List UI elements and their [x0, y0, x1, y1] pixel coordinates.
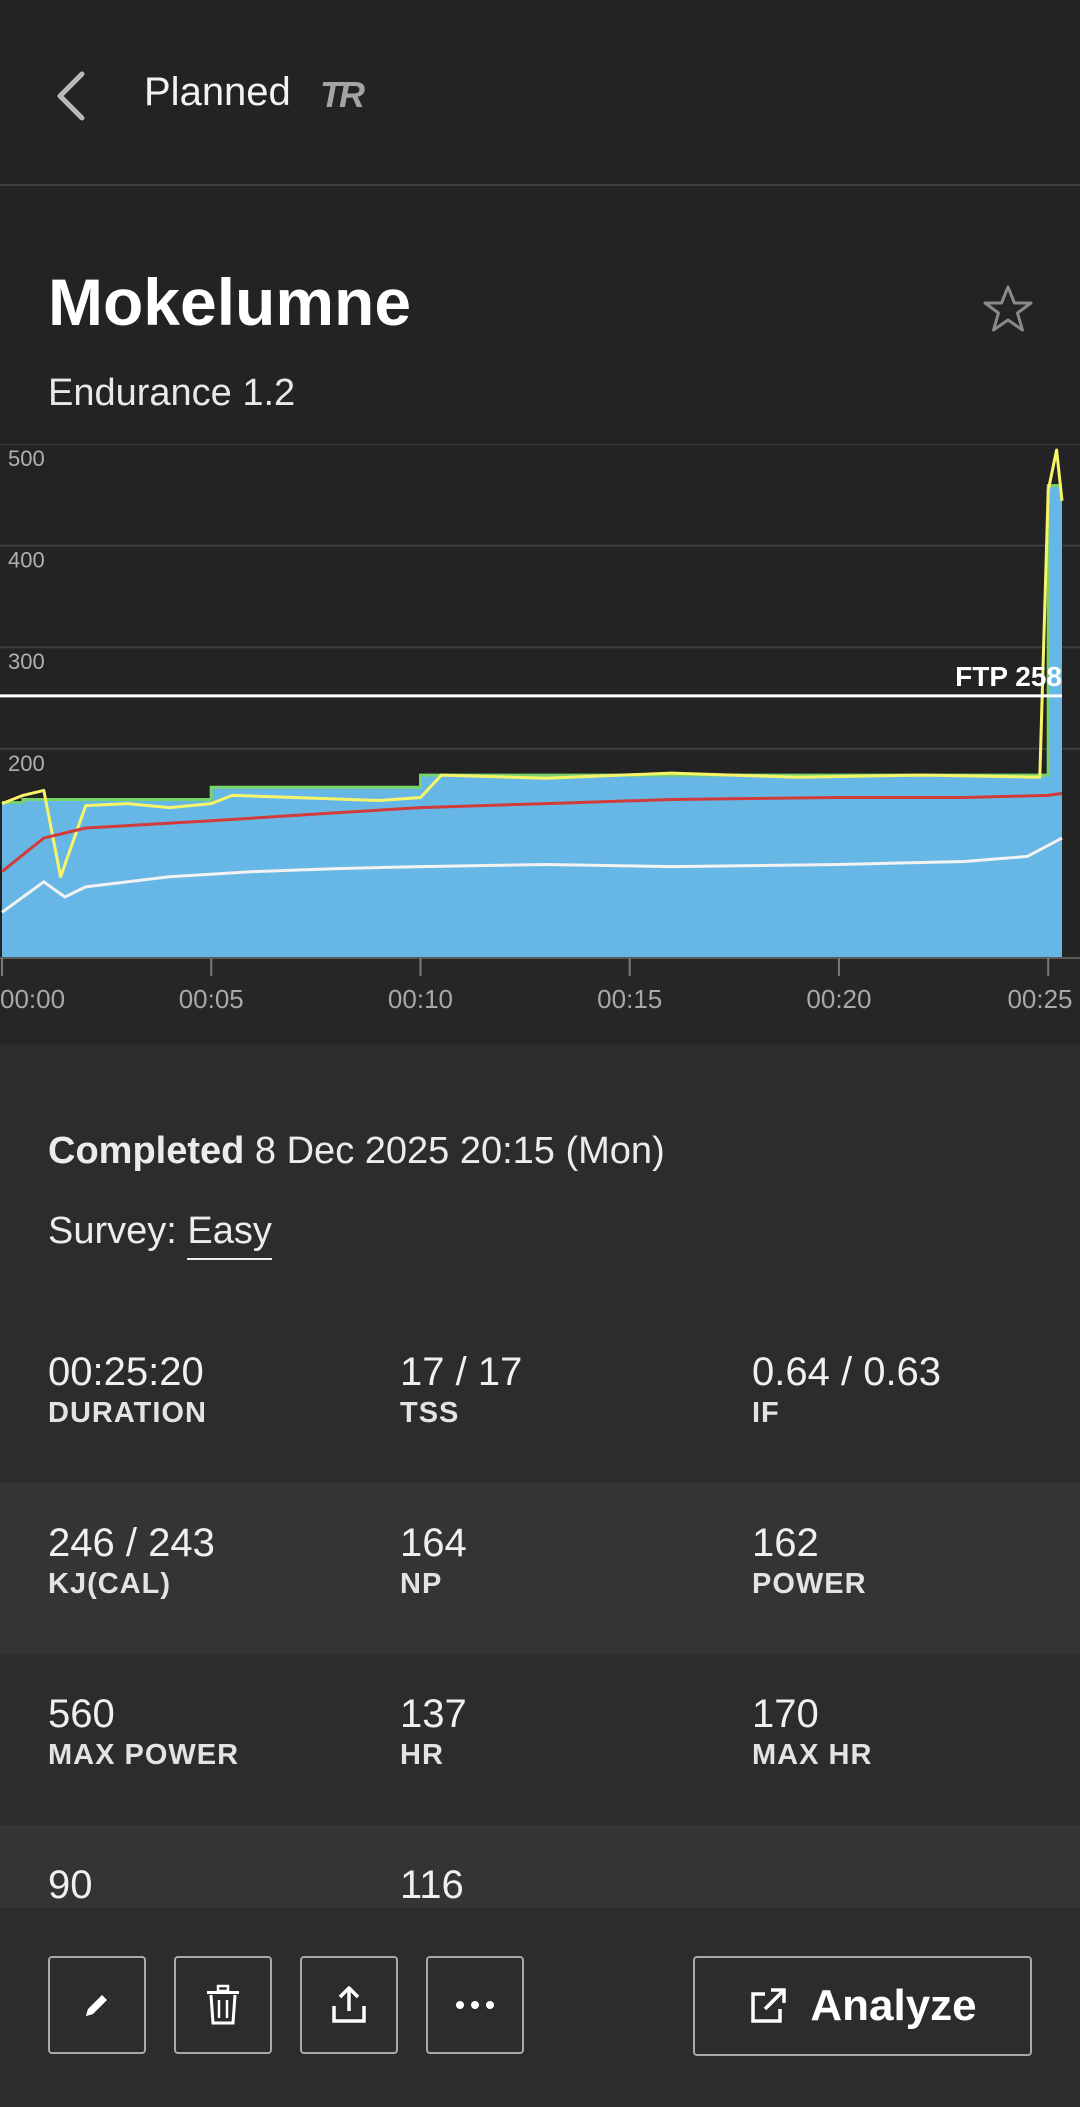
stat-tss: 17 / 17 TSS	[400, 1348, 522, 1430]
stat-label: POWER	[752, 1568, 867, 1600]
power-area	[2, 485, 1062, 958]
trash-icon	[207, 1984, 239, 2025]
stat-value: 162	[752, 1521, 819, 1565]
x-tick-label: 00:15	[597, 984, 662, 1014]
stat-value: 116	[400, 1863, 464, 1907]
stat-label: HR	[400, 1739, 444, 1771]
stat-value: 90	[48, 1863, 93, 1907]
stat-max-hr: 170 MAX HR	[752, 1690, 872, 1772]
completed-datetime: 8 Dec 2025 20:15 (Mon)	[254, 1130, 665, 1172]
external-link-icon	[751, 1988, 787, 2023]
workout-chart: 200 300 400 500 FTP 258 00:00 00:05 00:10 00:15 0…	[0, 444, 1080, 1044]
delete-button[interactable]	[174, 1956, 272, 2054]
x-tick-label: 00:00	[0, 984, 65, 1014]
stat-max-power: 560 MAX POWER	[48, 1690, 239, 1772]
app-header: Planned TR	[0, 0, 1080, 186]
x-tick-label: 00:20	[806, 984, 871, 1014]
action-toolbar: Analyze	[0, 1908, 1080, 2107]
workout-subtitle: Endurance 1.2	[48, 372, 296, 414]
stat-value: 170	[752, 1692, 819, 1736]
analyze-button[interactable]: Analyze	[693, 1956, 1032, 2056]
stat-label: NP	[400, 1568, 443, 1600]
stat-label: KJ(CAL)	[48, 1568, 171, 1600]
target-power-line	[2, 484, 1062, 805]
stat-value: 137	[400, 1692, 467, 1736]
stat-value: 560	[48, 1692, 115, 1736]
survey-label: Survey:	[48, 1210, 177, 1252]
stat-power: 162 POWER	[752, 1519, 867, 1601]
completed-label: Completed	[48, 1130, 245, 1172]
more-button[interactable]	[426, 1956, 524, 2054]
ftp-label: FTP 258	[955, 661, 1062, 692]
header-title: Planned	[144, 70, 291, 114]
y-tick-label: 300	[8, 649, 45, 674]
stat-np: 164 NP	[400, 1519, 467, 1601]
workout-hero: Mokelumne Endurance 1.2 200 300 400 500 FTP …	[0, 186, 1080, 1044]
stat-label: MAX POWER	[48, 1739, 240, 1771]
stat-label: TSS	[400, 1397, 460, 1429]
stats-row: 246 / 243 KJ(CAL) 164 NP 162 POWER	[0, 1483, 1080, 1654]
stat-kj: 246 / 243 KJ(CAL)	[48, 1519, 215, 1601]
workout-info: Completed 8 Dec 2025 20:15 (Mon) Survey:…	[0, 1044, 1080, 1996]
series-line	[1, 448, 1064, 879]
favorite-button[interactable]	[980, 282, 1036, 338]
pencil-icon	[86, 1995, 107, 2016]
analyze-label: Analyze	[810, 1981, 977, 2030]
completed-line: Completed 8 Dec 2025 20:15 (Mon)	[48, 1130, 665, 1173]
stats-row: 560 MAX POWER 137 HR 170 MAX HR	[0, 1654, 1080, 1825]
stat-item: 116	[400, 1861, 464, 1909]
more-horizontal-icon	[456, 2001, 494, 2009]
x-tick-label: 00:25	[1007, 984, 1072, 1014]
series-line	[1, 836, 1063, 914]
share-button[interactable]	[300, 1956, 398, 2054]
y-tick-label: 500	[8, 446, 45, 471]
stat-duration: 00:25:20 DURATION	[48, 1348, 207, 1430]
stat-value: 00:25:20	[48, 1350, 204, 1394]
stat-label: IF	[752, 1397, 780, 1429]
stat-value: 164	[400, 1521, 467, 1565]
share-icon	[332, 1986, 366, 2023]
stats-row: 00:25:20 DURATION 17 / 17 TSS 0.64 / 0.6…	[0, 1312, 1080, 1483]
trainerroad-logo: TR	[320, 74, 365, 115]
stat-label: DURATION	[48, 1397, 207, 1429]
series-line	[1, 791, 1063, 873]
stats-grid: 00:25:20 DURATION 17 / 17 TSS 0.64 / 0.6…	[0, 1312, 1080, 1996]
stat-value: 0.64 / 0.63	[752, 1350, 942, 1394]
survey-value-link[interactable]: Easy	[187, 1210, 272, 1260]
stat-hr: 137 HR	[400, 1690, 467, 1772]
stat-value: 17 / 17	[400, 1350, 523, 1394]
stat-item: 90	[48, 1861, 93, 1909]
survey-line: Survey: Easy	[48, 1210, 272, 1260]
workout-title: Mokelumne	[48, 265, 412, 339]
x-tick-label: 00:05	[179, 984, 244, 1014]
x-axis-band	[0, 958, 1080, 1044]
back-button[interactable]	[46, 64, 102, 128]
chevron-left-icon	[57, 71, 85, 121]
edit-button[interactable]	[48, 1956, 146, 2054]
stat-value: 246 / 243	[48, 1521, 215, 1565]
star-outline-icon	[983, 285, 1033, 332]
x-tick-label: 00:10	[388, 984, 453, 1014]
y-tick-label: 400	[8, 548, 45, 573]
stat-if: 0.64 / 0.63 IF	[752, 1348, 941, 1430]
stat-label: MAX HR	[752, 1739, 873, 1771]
y-tick-label: 200	[8, 751, 45, 776]
